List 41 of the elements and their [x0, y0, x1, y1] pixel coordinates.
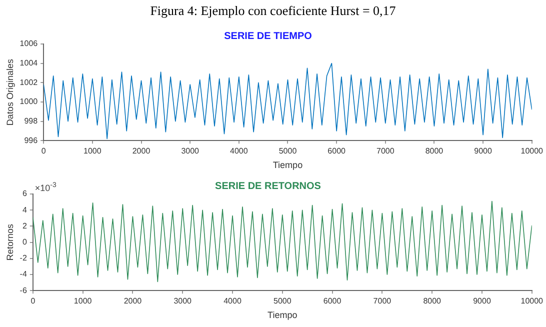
y-tick-label: 6: [22, 189, 28, 198]
x-tick-label: 1000: [84, 146, 102, 156]
chart-title: SERIE DE TIEMPO: [224, 30, 312, 42]
y-axis-title: Datos Originales: [4, 58, 15, 126]
y-tick-label: 0: [22, 238, 28, 247]
y-tick-label: 2: [22, 221, 28, 230]
y-tick-label: -4: [20, 270, 28, 279]
x-tick-label: 6000: [328, 146, 346, 156]
x-tick-label: 3000: [181, 146, 200, 156]
y-tick-label: -6: [20, 286, 28, 295]
y-tick-label: 1000: [20, 97, 38, 106]
text: Figura 4: Ejemplo con coeficiente Hurst = 0,17: [149, 2, 397, 20]
y-tick-label: 1006: [20, 39, 38, 48]
x-tick-label: 9000: [474, 146, 492, 156]
x-tick-label: 10000: [520, 146, 544, 156]
x-axis-title: Tiempo: [268, 310, 298, 320]
y-axis-title: Retornos: [4, 224, 15, 261]
y-tick-label: -2: [20, 254, 28, 263]
x-tick-label: 8000: [425, 146, 444, 156]
x-tick-label: 10000: [520, 296, 544, 306]
x-tick-label: 7000: [376, 146, 395, 156]
y-tick-label: 998: [24, 116, 38, 126]
x-tick-label: 2000: [132, 146, 151, 156]
x-tick-label: 7000: [373, 296, 392, 306]
x-tick-label: 1000: [74, 296, 92, 306]
x-tick-label: 9000: [473, 296, 492, 306]
y-tick-label: 996: [24, 136, 38, 145]
x-tick-label: 0: [41, 146, 46, 156]
y-tick-label: 1004: [20, 58, 38, 68]
chart-title: SERIE DE RETORNOS: [215, 180, 322, 192]
x-tick-label: 4000: [230, 146, 248, 156]
x-tick-label: 3000: [174, 296, 192, 306]
x-tick-label: 5000: [278, 146, 298, 156]
y-tick-label: 4: [22, 205, 28, 214]
x-axis-title: Tiempo: [272, 160, 303, 170]
x-tick-label: 2000: [124, 296, 142, 306]
y-tick-label: 1002: [20, 78, 38, 87]
x-tick-label: 6000: [323, 296, 342, 306]
x-tick-label: 5000: [273, 296, 292, 306]
x-tick-label: 4000: [224, 296, 242, 306]
x-tick-label: 8000: [423, 296, 442, 306]
